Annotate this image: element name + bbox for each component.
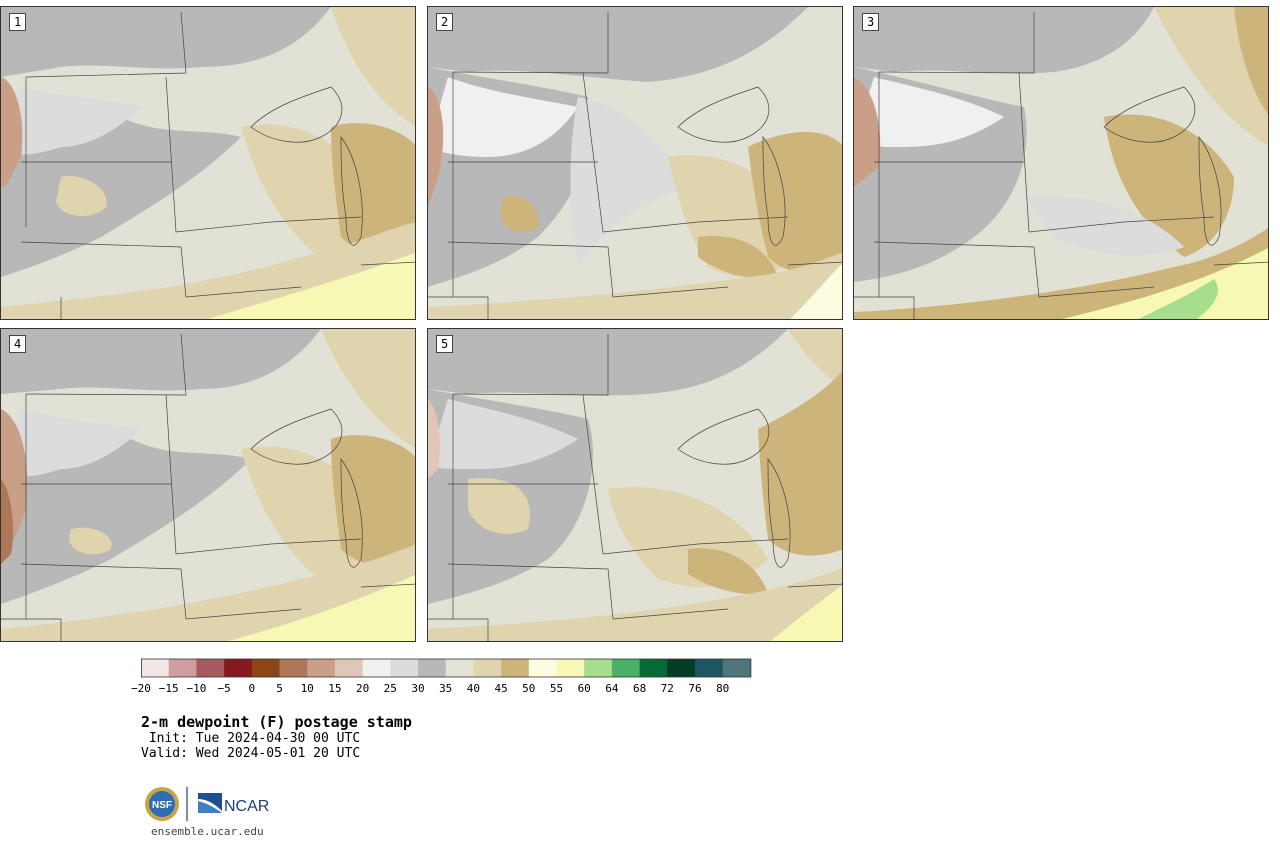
colorbar-swatch xyxy=(584,659,613,677)
map-title: 2-m dewpoint (F) postage stamp xyxy=(141,713,412,731)
nsf-logo-icon: NSF xyxy=(145,787,179,821)
colorbar-swatch xyxy=(722,659,751,677)
colorbar-swatch xyxy=(390,659,419,677)
nsf-ncar-logos: NSF NCAR xyxy=(145,787,269,821)
colorbar-tick-label: 80 xyxy=(716,682,730,695)
colorbar-swatch xyxy=(528,659,557,677)
colorbar-tick-label: 64 xyxy=(605,682,619,695)
colorbar-tick-label: −20 xyxy=(131,682,151,695)
colorbar-tick-label: 25 xyxy=(383,682,397,695)
panel-label-3: 3 xyxy=(862,13,880,31)
map-panel-3: 3 xyxy=(853,6,1269,320)
colorbar-tick-label: −5 xyxy=(217,682,231,695)
dewpoint-colorbar xyxy=(141,658,752,678)
map-panel-5: 5 xyxy=(427,328,843,642)
colorbar-swatch xyxy=(362,659,391,677)
colorbar-swatch xyxy=(224,659,253,677)
init-time: Init: Tue 2024-04-30 00 UTC xyxy=(141,731,361,746)
colorbar-swatch xyxy=(639,659,668,677)
colorbar-swatch xyxy=(667,659,696,677)
valid-time: Valid: Wed 2024-05-01 20 UTC xyxy=(141,746,361,761)
colorbar-swatch xyxy=(141,659,169,677)
dewpoint-map-2 xyxy=(428,7,842,319)
colorbar-swatch xyxy=(473,659,502,677)
colorbar-tick-label: 0 xyxy=(248,682,256,695)
colorbar-tick-label: 50 xyxy=(522,682,536,695)
colorbar-tick-label: 45 xyxy=(494,682,508,695)
colorbar-swatch xyxy=(501,659,530,677)
colorbar-tick-label: 55 xyxy=(549,682,564,695)
dewpoint-map-5 xyxy=(428,329,842,641)
svg-text:NCAR: NCAR xyxy=(224,798,269,815)
colorbar-tick-label: 72 xyxy=(660,682,674,695)
colorbar-swatch xyxy=(307,659,336,677)
colorbar-swatch xyxy=(168,659,197,677)
dewpoint-map-1 xyxy=(1,7,415,319)
colorbar-tick-label: 76 xyxy=(688,682,702,695)
svg-text:NSF: NSF xyxy=(152,800,172,811)
map-panel-4: 4 xyxy=(0,328,416,642)
panel-label-2: 2 xyxy=(436,13,454,31)
ncar-logo-icon: NCAR xyxy=(198,793,269,815)
dewpoint-map-4 xyxy=(1,329,415,641)
colorbar-tick-label: −15 xyxy=(158,682,179,695)
colorbar-tick-label: 10 xyxy=(300,682,314,695)
colorbar-tick-label: 15 xyxy=(328,682,342,695)
colorbar-swatch xyxy=(279,659,308,677)
colorbar-swatch xyxy=(196,659,225,677)
colorbar-swatch xyxy=(445,659,474,677)
colorbar-tick-label: 35 xyxy=(439,682,453,695)
colorbar-tick-label: −10 xyxy=(186,682,207,695)
colorbar-swatch xyxy=(695,659,723,677)
panel-label-1: 1 xyxy=(9,13,27,31)
panel-label-4: 4 xyxy=(9,335,27,353)
colorbar-tick-label: 60 xyxy=(577,682,591,695)
colorbar-swatch xyxy=(418,659,446,677)
colorbar-tick-label: 5 xyxy=(276,682,283,695)
panel-label-5: 5 xyxy=(436,335,454,353)
colorbar-swatch xyxy=(251,659,280,677)
colorbar-swatch xyxy=(611,659,640,677)
colorbar-tick-label: 68 xyxy=(632,682,647,695)
colorbar-swatch xyxy=(556,659,585,677)
colorbar-tick-label: 30 xyxy=(411,682,425,695)
map-panel-2: 2 xyxy=(427,6,843,320)
site-url: ensemble.ucar.edu xyxy=(151,825,264,838)
dewpoint-map-3 xyxy=(854,7,1268,319)
colorbar-tick-label: 20 xyxy=(355,682,370,695)
colorbar-swatch xyxy=(334,659,363,677)
map-panel-1: 1 xyxy=(0,6,416,320)
colorbar-tick-label: 40 xyxy=(466,682,481,695)
